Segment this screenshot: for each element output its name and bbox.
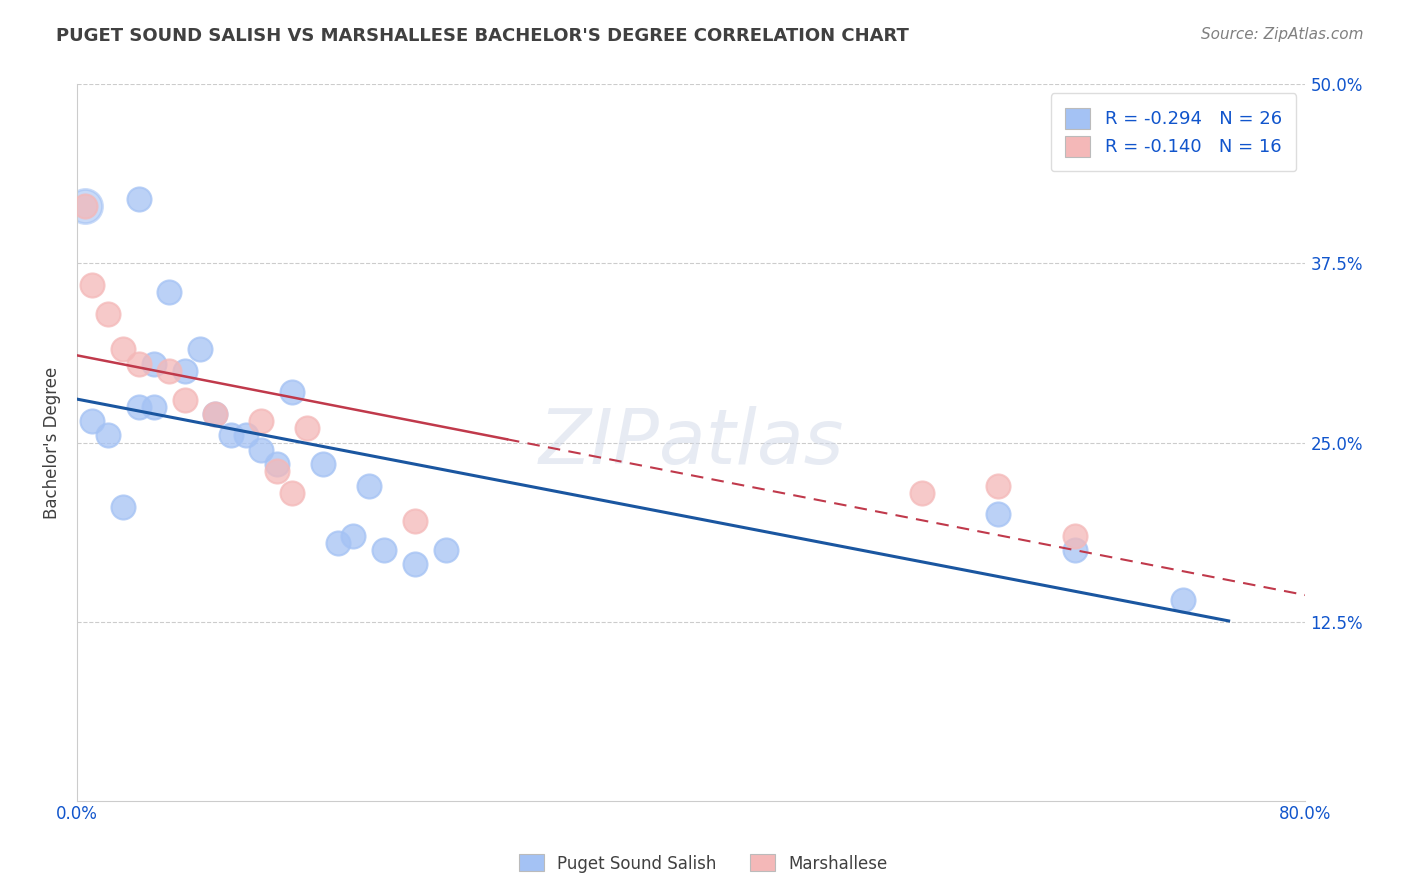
Point <box>250 442 273 457</box>
Point <box>157 364 180 378</box>
Point <box>1171 593 1194 607</box>
Point <box>404 514 426 528</box>
Point <box>326 536 349 550</box>
Point <box>910 485 932 500</box>
Point <box>188 343 211 357</box>
Point <box>112 343 135 357</box>
Point <box>250 414 273 428</box>
Point <box>204 407 226 421</box>
Point <box>173 392 195 407</box>
Point <box>128 192 150 206</box>
Point <box>97 307 120 321</box>
Y-axis label: Bachelor's Degree: Bachelor's Degree <box>44 367 60 518</box>
Point <box>266 464 288 478</box>
Point <box>297 421 319 435</box>
Point <box>82 277 104 292</box>
Text: Source: ZipAtlas.com: Source: ZipAtlas.com <box>1201 27 1364 42</box>
Point <box>204 407 226 421</box>
Point <box>73 199 96 213</box>
Point <box>987 478 1010 492</box>
Point <box>281 385 304 400</box>
Point <box>281 485 304 500</box>
Point <box>312 457 335 471</box>
Text: ZIPatlas: ZIPatlas <box>538 406 844 480</box>
Point <box>82 414 104 428</box>
Point <box>404 558 426 572</box>
Point <box>219 428 242 442</box>
Point <box>1064 528 1087 542</box>
Text: PUGET SOUND SALISH VS MARSHALLESE BACHELOR'S DEGREE CORRELATION CHART: PUGET SOUND SALISH VS MARSHALLESE BACHEL… <box>56 27 910 45</box>
Point <box>1064 543 1087 558</box>
Point <box>235 428 257 442</box>
Point <box>112 500 135 514</box>
Point <box>142 357 165 371</box>
Point <box>342 528 364 542</box>
Point <box>157 285 180 300</box>
Legend: Puget Sound Salish, Marshallese: Puget Sound Salish, Marshallese <box>512 847 894 880</box>
Legend: R = -0.294   N = 26, R = -0.140   N = 16: R = -0.294 N = 26, R = -0.140 N = 16 <box>1050 94 1296 171</box>
Point <box>373 543 395 558</box>
Point <box>128 357 150 371</box>
Point <box>173 364 195 378</box>
Point <box>266 457 288 471</box>
Point <box>73 199 96 213</box>
Point <box>142 400 165 414</box>
Point <box>97 428 120 442</box>
Point <box>357 478 380 492</box>
Point <box>434 543 457 558</box>
Point <box>128 400 150 414</box>
Point <box>987 507 1010 521</box>
